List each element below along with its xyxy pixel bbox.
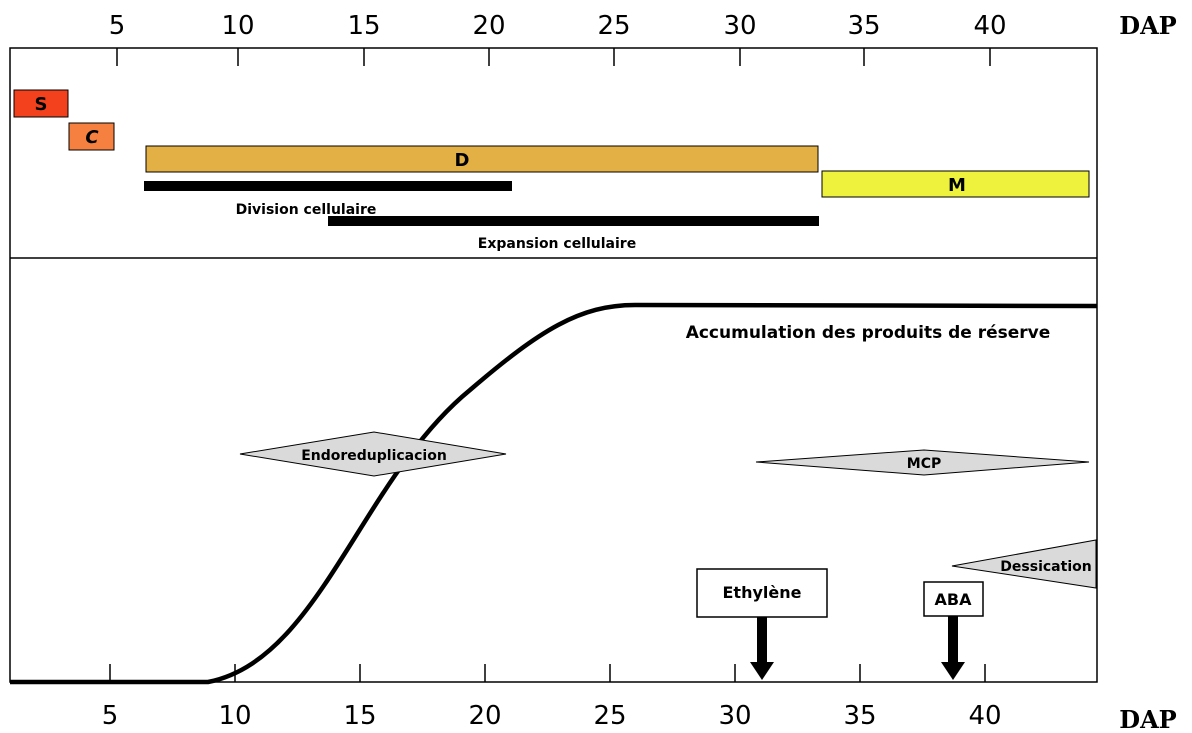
- bottom-tick-30: 30: [718, 701, 751, 731]
- phase-s-bar: [13, 89, 69, 118]
- top-tick-25: 25: [597, 11, 630, 41]
- mcp-diamond: [755, 449, 1090, 476]
- bottom-tick-15: 15: [343, 701, 376, 731]
- phase-bars: S C D M: [13, 89, 1090, 198]
- aba-arrow-shaft: [948, 616, 958, 664]
- bottom-tick-35: 35: [843, 701, 876, 731]
- division-bar: [144, 181, 512, 191]
- division-label: Division cellulaire: [236, 202, 377, 218]
- phase-d-label: D: [455, 150, 470, 171]
- dessication-wedge: [951, 539, 1097, 589]
- phase-m-bar: [821, 170, 1090, 198]
- top-tick-5: 5: [109, 11, 126, 41]
- dessication-label: Dessication: [1000, 559, 1091, 575]
- phase-d-bar: [145, 145, 819, 173]
- top-tick-10: 10: [221, 11, 254, 41]
- endoreduplication-label: Endoreduplicacion: [301, 448, 447, 464]
- bottom-tick-marks: [109, 664, 986, 682]
- endoreduplication-diamond: [239, 431, 507, 477]
- top-tick-marks: [116, 48, 991, 66]
- ethylene-arrow-shaft: [757, 617, 767, 664]
- expansion-label: Expansion cellulaire: [478, 236, 636, 252]
- bottom-axis-unit: DAP: [1119, 705, 1176, 733]
- top-axis: 5 10 15 20 25 30 35 40 DAP: [109, 11, 1177, 41]
- bottom-tick-40: 40: [968, 701, 1001, 731]
- ethylene-box: [696, 568, 828, 618]
- phase-s-label: S: [35, 94, 48, 115]
- top-tick-40: 40: [973, 11, 1006, 41]
- diagram-frame: [9, 47, 1098, 683]
- expansion-bar: [328, 216, 819, 226]
- top-tick-15: 15: [347, 11, 380, 41]
- aba-arrow-head: [941, 662, 965, 680]
- bottom-tick-25: 25: [593, 701, 626, 731]
- mcp-label: MCP: [907, 456, 941, 472]
- phase-c-bar: [68, 122, 115, 151]
- phase-c-label: C: [85, 127, 99, 148]
- top-tick-30: 30: [723, 11, 756, 41]
- aba-label: ABA: [935, 590, 973, 609]
- ethylene-arrow-head: [750, 662, 774, 680]
- accumulation-label: Accumulation des produits de réserve: [686, 323, 1051, 343]
- bottom-tick-10: 10: [218, 701, 251, 731]
- bottom-tick-5: 5: [102, 701, 119, 731]
- process-bars: Division cellulaire Expansion cellulaire: [144, 181, 819, 252]
- phase-m-label: M: [948, 175, 966, 196]
- ethylene-label: Ethylène: [723, 583, 802, 602]
- top-axis-unit: DAP: [1119, 11, 1176, 40]
- bottom-tick-20: 20: [468, 701, 501, 731]
- top-tick-35: 35: [847, 11, 880, 41]
- accumulation-curve: [10, 302, 1098, 685]
- bottom-axis: 5 10 15 20 25 30 35 40 DAP: [102, 701, 1177, 733]
- top-tick-20: 20: [472, 11, 505, 41]
